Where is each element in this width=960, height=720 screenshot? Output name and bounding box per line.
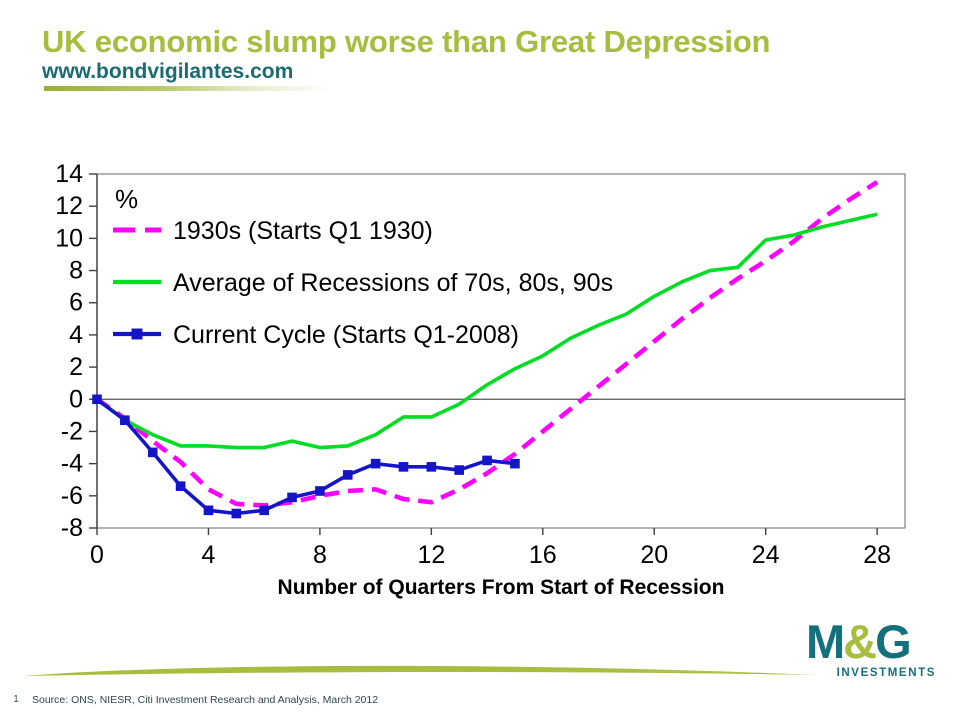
chart-legend: 1930s (Starts Q1 1930) Average of Recessi… xyxy=(113,217,613,349)
plot-area xyxy=(96,173,906,529)
x-axis-tick-group: 0 4 8 12 16 20 24 28 xyxy=(90,528,891,569)
y-axis-tick-label: -8 xyxy=(61,514,83,542)
y-axis-tick-label: 14 xyxy=(55,160,83,188)
y-axis-tick-label: 8 xyxy=(69,257,83,285)
x-axis-tick-label: 20 xyxy=(640,541,668,569)
x-axis-tick-label: 12 xyxy=(417,541,445,569)
plot-background xyxy=(96,173,906,529)
logo-ampersand: & xyxy=(843,615,877,668)
series-group xyxy=(92,180,879,519)
series-line-2 xyxy=(95,397,516,516)
x-axis-tick-label: 0 xyxy=(90,541,104,569)
x-axis-tick-label: 24 xyxy=(752,541,780,569)
series-marker xyxy=(92,394,102,405)
y-axis-tick-label: -6 xyxy=(61,482,83,510)
legend-marker-2 xyxy=(131,328,143,340)
y-axis-tick-group: -8 -6 -4 -2 0 2 4 6 8 10 12 14 xyxy=(55,160,98,542)
source-row: 1 Source: ONS, NIESR, Citi Investment Re… xyxy=(0,693,960,720)
series-marker xyxy=(342,470,353,480)
legend-label-1: Average of Recessions of 70s, 80s, 90s xyxy=(173,269,613,297)
logo-letter-m: M xyxy=(806,615,845,668)
series-marker xyxy=(398,462,409,472)
logo-letter-g: G xyxy=(875,615,912,668)
series-line-0 xyxy=(95,180,879,508)
x-axis-tick-label: 8 xyxy=(313,541,327,569)
series-marker xyxy=(482,455,492,466)
series-marker xyxy=(259,505,269,516)
source-note: Source: ONS, NIESR, Citi Investment Rese… xyxy=(32,694,379,706)
series-marker xyxy=(231,508,242,519)
slide-number: 1 xyxy=(13,694,19,705)
series-marker xyxy=(120,415,130,425)
x-axis-tick-label: 4 xyxy=(201,541,215,569)
series-marker xyxy=(147,447,158,458)
chart-unit-label: % xyxy=(115,184,138,214)
series-line-1 xyxy=(95,212,878,450)
y-axis-tick-label: 12 xyxy=(55,192,83,220)
logo-tagline: INVESTMENTS xyxy=(836,667,936,679)
y-axis-tick-label: -2 xyxy=(61,417,83,445)
footer-brush-swoosh xyxy=(24,665,816,676)
axis-label-group: % Number of Quarters From Start of Recess… xyxy=(115,184,724,599)
mandg-logo: M&G INVESTMENTS xyxy=(806,618,938,692)
legend-label-2: Current Cycle (Starts Q1-2008) xyxy=(173,321,519,349)
series-marker xyxy=(454,465,465,475)
y-axis-tick-label: 0 xyxy=(69,385,83,413)
x-axis-tick-label: 28 xyxy=(863,541,891,569)
title-underline-rule xyxy=(44,85,334,91)
series-marker xyxy=(426,462,437,472)
series-marker xyxy=(175,481,186,491)
y-axis-tick-label: 10 xyxy=(55,224,83,252)
y-axis-tick-label: 2 xyxy=(69,353,83,381)
chart-container: -8 -6 -4 -2 0 2 4 6 8 10 12 14 0 4 8 12 16 20 24 28 1930s … xyxy=(30,160,930,600)
series-marker xyxy=(287,492,297,503)
legend-label-0: 1930s (Starts Q1 1930) xyxy=(173,217,433,245)
series-marker xyxy=(315,486,325,496)
page-title: UK economic slump worse than Great Depre… xyxy=(42,24,771,59)
website-link[interactable]: www.bondvigilantes.com xyxy=(42,59,294,83)
x-axis-title: Number of Quarters From Start of Recessi… xyxy=(278,576,725,599)
logo-wordmark: M&G xyxy=(806,618,938,665)
series-marker xyxy=(370,458,381,469)
series-marker xyxy=(510,458,520,469)
y-axis-tick-label: 4 xyxy=(69,321,83,349)
y-axis-tick-label: 6 xyxy=(69,289,83,317)
y-axis-tick-label: -4 xyxy=(61,450,83,478)
title-block: UK economic slump worse than Great Depre… xyxy=(42,24,922,91)
x-axis-tick-label: 16 xyxy=(529,541,557,569)
series-marker xyxy=(203,505,214,516)
